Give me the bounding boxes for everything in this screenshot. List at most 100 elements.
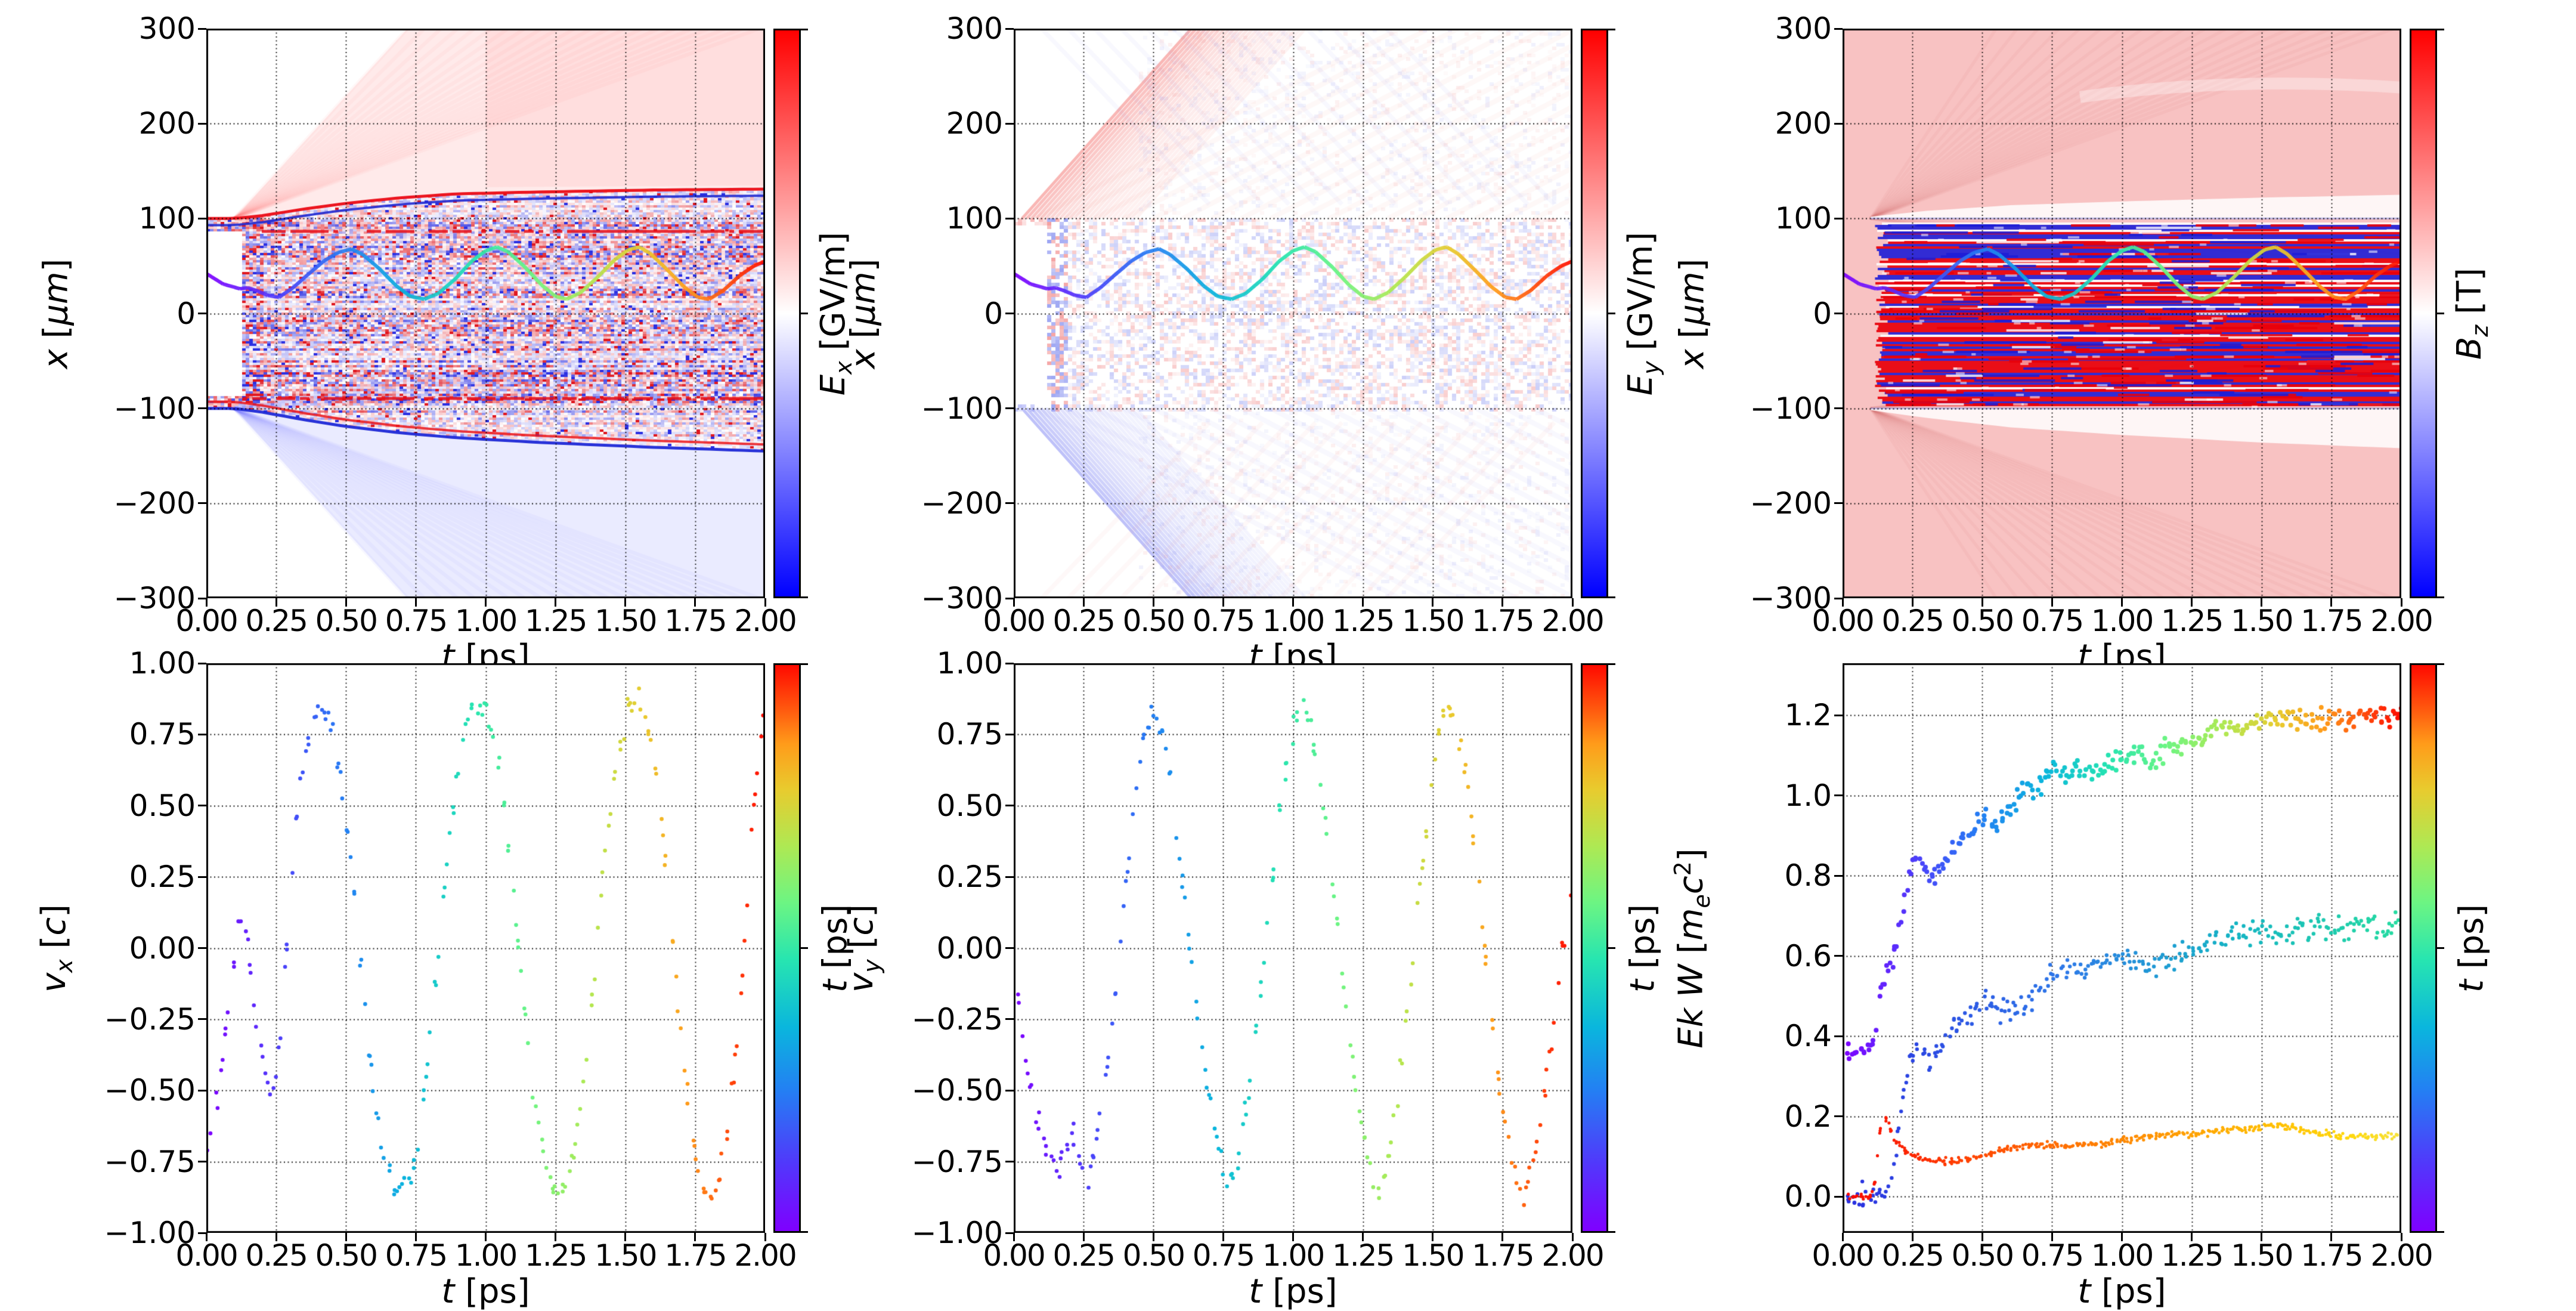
x-tick-mark	[694, 598, 696, 607]
y-tick-label: −300	[1750, 581, 1832, 616]
x-tick-mark	[2261, 1233, 2263, 1241]
y-tick-mark	[198, 1089, 206, 1092]
x-tick-mark	[1571, 1233, 1574, 1241]
y-tick-label: 0.2	[1784, 1099, 1832, 1134]
y-tick-mark	[198, 662, 206, 664]
x-tick-label: 1.75	[1472, 1238, 1534, 1273]
subplot-ek-scatter: Ek W [mec2] t [ps] t [ps] 1.2 1.0 0.8 0.6 0.…	[1670, 663, 2491, 1311]
y-tick-label: 0	[984, 296, 1003, 331]
y-tick-label: 0.0	[1784, 1179, 1832, 1214]
colorbar-tick-mark	[2437, 1231, 2444, 1233]
y-tick-mark	[1005, 502, 1014, 505]
x-tick-label: 1.25	[524, 604, 587, 638]
colorbar-tick-mark	[801, 596, 808, 598]
y-tick-mark	[198, 1232, 206, 1234]
x-tick-label: 1.75	[2301, 604, 2363, 638]
x-tick-label: 0.25	[245, 1238, 308, 1273]
y-tick-label: 1.0	[1784, 778, 1832, 813]
y-tick-mark	[1005, 313, 1014, 314]
x-tick-mark	[1013, 1233, 1015, 1241]
x-tick-label: 1.25	[2160, 1238, 2224, 1273]
x-tick-label: 0.75	[1192, 604, 1255, 638]
y-tick-mark	[198, 1018, 206, 1021]
x-tick-label: 1.50	[1402, 1238, 1465, 1273]
y-tick-mark	[198, 597, 206, 599]
colorbar-tick-mark	[2437, 313, 2444, 314]
colorbar-tick-mark	[801, 947, 808, 949]
y-tick-label: −100	[921, 391, 1003, 426]
x-tick-mark	[275, 598, 277, 607]
y-tick-mark	[198, 217, 206, 219]
colorbar-tick-mark	[801, 313, 808, 314]
x-tick-mark	[1841, 1233, 1844, 1241]
y-tick-mark	[198, 27, 206, 30]
x-tick-label: 1.00	[454, 604, 518, 638]
y-tick-label: −0.25	[911, 1001, 1003, 1037]
y-tick-label: 0.75	[129, 717, 196, 752]
x-tick-label: 0.75	[1192, 1238, 1255, 1273]
x-tick-mark	[2121, 1233, 2123, 1241]
y-tick-label: 300	[1775, 11, 1832, 46]
y-tick-mark	[1834, 714, 1843, 716]
x-tick-mark	[485, 1233, 487, 1241]
subplot-ey-heatmap: x [μm] t [ps] Ey [GV/m] 300 200 100 0 −100 −2…	[844, 11, 1665, 676]
x-tick-label: 0.00	[983, 604, 1045, 638]
x-tick-label: 0.00	[175, 1238, 238, 1273]
x-tick-label: 0.75	[385, 1238, 448, 1273]
y-tick-mark	[198, 313, 206, 314]
x-tick-mark	[2191, 1233, 2193, 1241]
ek-scatter-canvas	[1843, 663, 2401, 1233]
x-tick-label: 1.50	[2231, 604, 2293, 638]
y-tick-label: 0.00	[936, 930, 1003, 966]
y-tick-mark	[1834, 217, 1843, 219]
y-tick-label: 0.25	[129, 859, 196, 895]
x-tick-label: 0.25	[245, 604, 308, 638]
x-tick-mark	[2330, 1233, 2333, 1241]
x-tick-label: 1.00	[1262, 1238, 1325, 1273]
x-tick-label: 1.25	[524, 1238, 587, 1273]
y-tick-mark	[1834, 955, 1843, 957]
y-tick-label: −100	[113, 391, 196, 426]
y-tick-label: −300	[113, 581, 196, 616]
colorbar-tick-mark	[1608, 663, 1615, 665]
x-tick-mark	[764, 598, 766, 607]
x-tick-mark	[1292, 1233, 1294, 1241]
x-tick-mark	[1082, 598, 1085, 607]
colorbar-ey	[1581, 29, 1608, 598]
colorbar-vy	[1581, 663, 1608, 1233]
colorbar-tick-mark	[1608, 596, 1615, 598]
y-tick-mark	[1005, 805, 1014, 807]
x-tick-label: 0.50	[315, 604, 378, 638]
x-tick-label: 1.25	[2160, 604, 2224, 638]
x-tick-label: 0.25	[1881, 1238, 1944, 1273]
y-tick-mark	[1834, 1035, 1843, 1037]
y-tick-label: −200	[921, 486, 1003, 521]
colorbar-tick-mark	[1608, 1231, 1615, 1233]
colorbar-ek	[2410, 663, 2437, 1233]
y-tick-mark	[1834, 313, 1843, 314]
x-tick-mark	[555, 598, 557, 607]
x-tick-mark	[2261, 598, 2263, 607]
subplot-vx-scatter: vx [c] t [ps] t [ps] 1.00 0.75 0.50 0.25 0.0…	[34, 646, 855, 1311]
x-tick-mark	[1911, 598, 1914, 607]
x-tick-label: 0.00	[983, 1238, 1045, 1273]
subplot-ex-heatmap: x [μm] t [ps] Ex [GV/m] 300 200 100 0 −100 −2…	[36, 11, 857, 676]
colorbar-tick-mark	[2437, 29, 2444, 30]
y-tick-label: 0.6	[1784, 938, 1832, 973]
x-tick-mark	[1292, 598, 1294, 607]
x-tick-label: 0.50	[315, 1238, 378, 1273]
x-tick-label: 0.50	[1122, 604, 1185, 638]
x-tick-mark	[1841, 598, 1844, 607]
x-tick-label: 1.75	[2301, 1238, 2363, 1273]
vy-scatter-canvas	[1014, 663, 1572, 1233]
y-tick-mark	[1005, 597, 1014, 599]
x-tick-label: 1.00	[2091, 1238, 2154, 1273]
y-tick-mark	[198, 733, 206, 735]
y-tick-mark	[198, 407, 206, 410]
x-tick-label: 0.00	[1812, 604, 1874, 638]
x-tick-label: 1.25	[1332, 604, 1395, 638]
y-tick-label: −0.25	[104, 1001, 196, 1037]
colorbar-tick-mark	[1608, 313, 1615, 314]
y-tick-label: 0.75	[936, 717, 1003, 752]
